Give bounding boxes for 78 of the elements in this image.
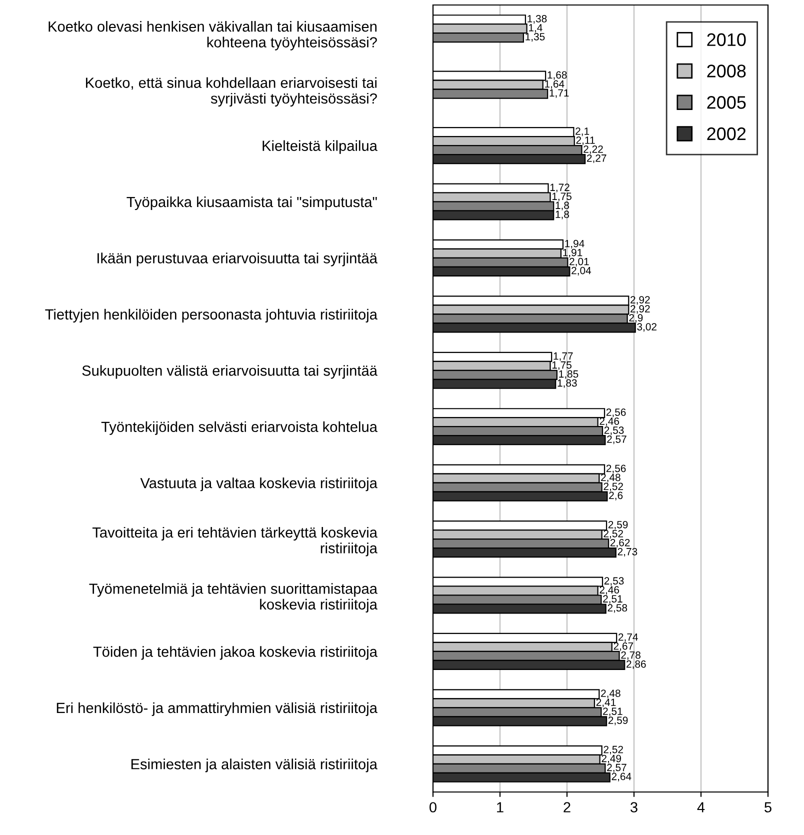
y-tick-label: Vastuuta ja valtaa koskevia ristiriitoja — [140, 478, 378, 492]
data-label: 1,68 — [548, 71, 567, 80]
data-label: 1,64 — [545, 80, 564, 89]
data-label: 1,75 — [552, 192, 572, 202]
data-label: 2,92 — [630, 305, 650, 314]
data-label: 2,11 — [576, 136, 595, 146]
data-label: 1,72 — [550, 184, 570, 192]
data-label: 2,22 — [584, 145, 603, 154]
y-tick-label: Tavoitteita ja eri tehtävien tärkeyttä koskevia ristiriitoja — [92, 526, 378, 556]
data-label: 2,58 — [608, 604, 628, 613]
x-tick-label: 3 — [630, 802, 638, 812]
data-label: 2,04 — [572, 266, 592, 276]
data-label: 2,92 — [630, 296, 650, 305]
legend-label: 2008 — [707, 64, 746, 78]
data-label: 1,75 — [552, 361, 572, 370]
y-tick-label: Töiden ja tehtävien jakoa koskevia ristiriitoja — [93, 646, 378, 660]
data-label: 2,78 — [621, 651, 640, 660]
data-label: 2,53 — [604, 577, 624, 586]
data-label: 2,62 — [610, 538, 630, 548]
data-label: 2,49 — [602, 754, 621, 764]
y-tick-label: Esimiesten ja alaisten välisiä ristiriitoja — [131, 758, 378, 772]
y-tick-label: Ikään perustuvaa eriarvoisuutta tai syrjintää — [98, 252, 378, 266]
data-label: 3,02 — [637, 323, 656, 332]
data-label: 2,52 — [604, 482, 623, 492]
legend-label: 2002 — [707, 127, 746, 140]
data-label: 2,51 — [603, 708, 622, 716]
data-label: 1,8 — [556, 202, 570, 210]
data-label: 2,59 — [608, 520, 628, 530]
data-label: 2,59 — [608, 716, 628, 726]
y-tick-label: Koetko olevasi henkisen väkivallan tai kiusaamisen kohteena työyhteisössäsi? — [48, 21, 377, 50]
y-tick-label: Eri henkilöstö- ja ammattiryhmien välisiä ristiriitoja — [56, 702, 378, 716]
data-label: 2,52 — [604, 530, 623, 539]
y-tick-label: Sukupuolten välistä eriarvoisuutta tai syrjintää — [82, 365, 378, 379]
data-label: 2,74 — [618, 633, 638, 642]
legend-label: 2010 — [707, 33, 746, 46]
y-tick-label: Työntekijöiden selvästi eriarvoista kohtelua — [101, 421, 378, 435]
data-label: 2,57 — [607, 436, 626, 444]
x-tick-label: 4 — [697, 802, 705, 812]
data-label: 1,91 — [563, 248, 582, 258]
data-label: 1,8 — [556, 210, 570, 220]
y-tick-label: Koetko, että sinua kohdellaan eriarvoisesti tai syrjivästi työyhteisössäsi? — [86, 77, 377, 107]
x-tick-label: 0 — [430, 802, 436, 812]
data-label: 2,56 — [606, 464, 626, 474]
data-label: 2,57 — [607, 764, 626, 772]
data-label: 1,38 — [528, 15, 547, 24]
data-label: 1,71 — [550, 89, 569, 98]
data-label: 2,9 — [629, 314, 643, 323]
y-tick-label: Tiettyjen henkilöiden persoonasta johtuvia ristiriitoja — [45, 308, 378, 322]
data-label: 2,51 — [603, 595, 622, 604]
data-label: 2,1 — [576, 127, 590, 136]
y-tick-label: Työmenetelmiä ja tehtävien suorittamistapaa koskevia ristiriitoja — [89, 583, 378, 612]
data-label: 2,53 — [604, 426, 624, 436]
data-label: 2,01 — [570, 258, 589, 266]
y-tick-label: Työpaikka kiusaamista tai "simputusta" — [126, 196, 377, 210]
legend-label: 2005 — [707, 96, 746, 109]
data-label: 2,86 — [626, 660, 646, 669]
data-label: 2,41 — [596, 698, 616, 708]
data-label: 2,46 — [600, 586, 620, 595]
data-label: 1,83 — [558, 379, 577, 388]
data-label: 1,4 — [528, 24, 542, 33]
data-label: 1,85 — [559, 370, 578, 379]
y-tick-label: Kielteistä kilpailua — [262, 140, 378, 154]
data-label: 2,27 — [587, 154, 606, 164]
data-label: 2,6 — [609, 492, 623, 500]
data-label: 1,35 — [526, 33, 545, 42]
x-tick-label: 1 — [497, 802, 504, 812]
data-label: 2,64 — [612, 772, 632, 782]
data-label: 2,67 — [614, 642, 634, 651]
data-label: 2,73 — [618, 548, 638, 557]
data-label: 2,46 — [600, 418, 620, 426]
x-tick-label: 2 — [564, 802, 570, 812]
data-label: 2,56 — [606, 408, 626, 418]
data-label: 2,48 — [601, 690, 620, 698]
data-label: 2,48 — [601, 474, 620, 482]
data-label: 2,52 — [604, 746, 623, 754]
x-tick-label: 5 — [764, 802, 772, 812]
data-label: 1,77 — [554, 352, 573, 361]
data-label: 1,94 — [565, 240, 584, 248]
